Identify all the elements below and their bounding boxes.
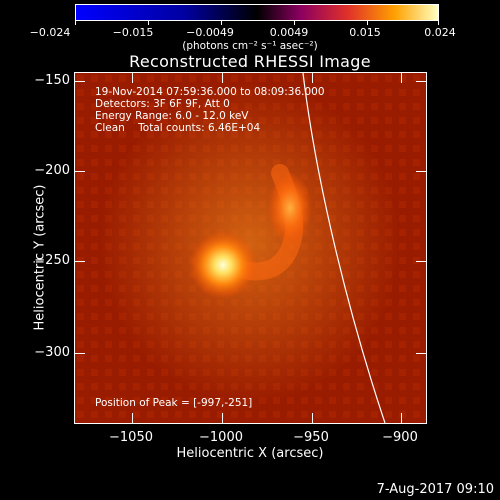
y-tick-mark (75, 353, 85, 354)
colorbar (75, 4, 439, 21)
reconstructed-image (75, 73, 426, 423)
x-tick-label: −950 (293, 430, 329, 445)
colorbar-label: −0.0049 (186, 26, 234, 39)
colorbar-tick (148, 20, 149, 25)
y-tick-mark (416, 81, 426, 82)
y-tick-mark (75, 261, 85, 262)
colorbar-tick (221, 20, 222, 25)
y-axis-title: Heliocentric Y (arcsec) (32, 184, 48, 331)
x-tick-label: −900 (382, 430, 418, 445)
image-plot: 19-Nov-2014 07:59:36.000 to 08:09:36.000… (74, 72, 427, 424)
date-stamp: 7-Aug-2017 09:10 (376, 482, 494, 497)
colorbar-tick (294, 20, 295, 25)
x-tick-label: −1000 (199, 430, 243, 445)
y-tick-mark (416, 171, 426, 172)
x-tick-mark (401, 73, 402, 83)
y-tick-mark (75, 81, 85, 82)
y-tick-mark (75, 171, 85, 172)
colorbar-label: −0.024 (29, 26, 71, 39)
x-tick-mark (132, 413, 133, 423)
x-tick-mark (312, 73, 313, 83)
y-tick-label: −150 (34, 73, 70, 88)
info-detectors: Detectors: 3F 6F 9F, Att 0 (95, 98, 230, 110)
colorbar-label: 0.0049 (269, 26, 309, 39)
y-tick-mark (416, 353, 426, 354)
x-axis-title: Heliocentric X (arcsec) (176, 446, 324, 461)
x-tick-mark (222, 413, 223, 423)
colorbar-label: −0.015 (112, 26, 154, 39)
page-title: Reconstructed RHESSI Image (129, 52, 371, 71)
x-tick-mark (132, 73, 133, 83)
info-peak-position: Position of Peak = [-997,-251] (95, 397, 253, 409)
colorbar-tick (367, 20, 368, 25)
x-tick-label: −1050 (109, 430, 153, 445)
info-energy-range: Energy Range: 6.0 - 12.0 keV (95, 110, 249, 122)
info-time-range: 19-Nov-2014 07:59:36.000 to 08:09:36.000 (95, 86, 325, 98)
y-tick-label: −200 (34, 163, 70, 178)
x-tick-mark (222, 73, 223, 83)
y-tick-label: −250 (34, 253, 70, 268)
y-tick-mark (416, 261, 426, 262)
colorbar-units: (photons cm⁻² s⁻¹ asec⁻²) (182, 40, 318, 52)
y-tick-label: −300 (34, 345, 70, 360)
x-tick-mark (401, 413, 402, 423)
colorbar-tick (438, 20, 439, 25)
colorbar-label: 0.015 (349, 26, 381, 39)
colorbar-tick (75, 20, 76, 25)
info-clean-counts: Clean Total counts: 6.46E+04 (95, 122, 261, 134)
x-tick-mark (312, 413, 313, 423)
colorbar-label: 0.024 (424, 26, 456, 39)
colorbar-gradient (76, 5, 438, 20)
